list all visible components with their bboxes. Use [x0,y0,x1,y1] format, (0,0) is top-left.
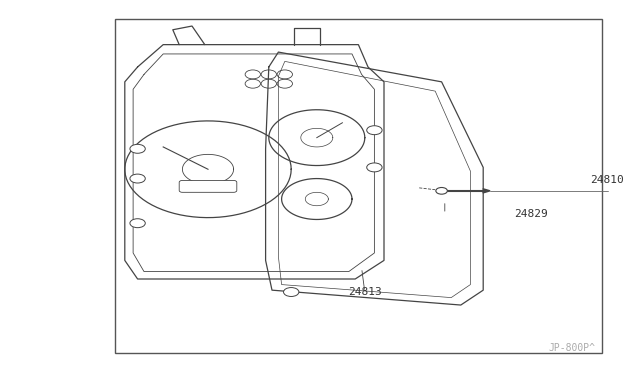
Text: 24829: 24829 [515,209,548,219]
Circle shape [284,288,299,296]
Circle shape [367,163,382,172]
Text: JP-800P^: JP-800P^ [548,343,595,353]
Circle shape [367,126,382,135]
FancyBboxPatch shape [179,180,237,192]
Text: 24813: 24813 [348,287,381,297]
Circle shape [130,174,145,183]
Circle shape [130,144,145,153]
Circle shape [436,187,447,194]
Circle shape [130,219,145,228]
Text: 24810: 24810 [590,176,624,185]
Bar [115,19,602,353]
